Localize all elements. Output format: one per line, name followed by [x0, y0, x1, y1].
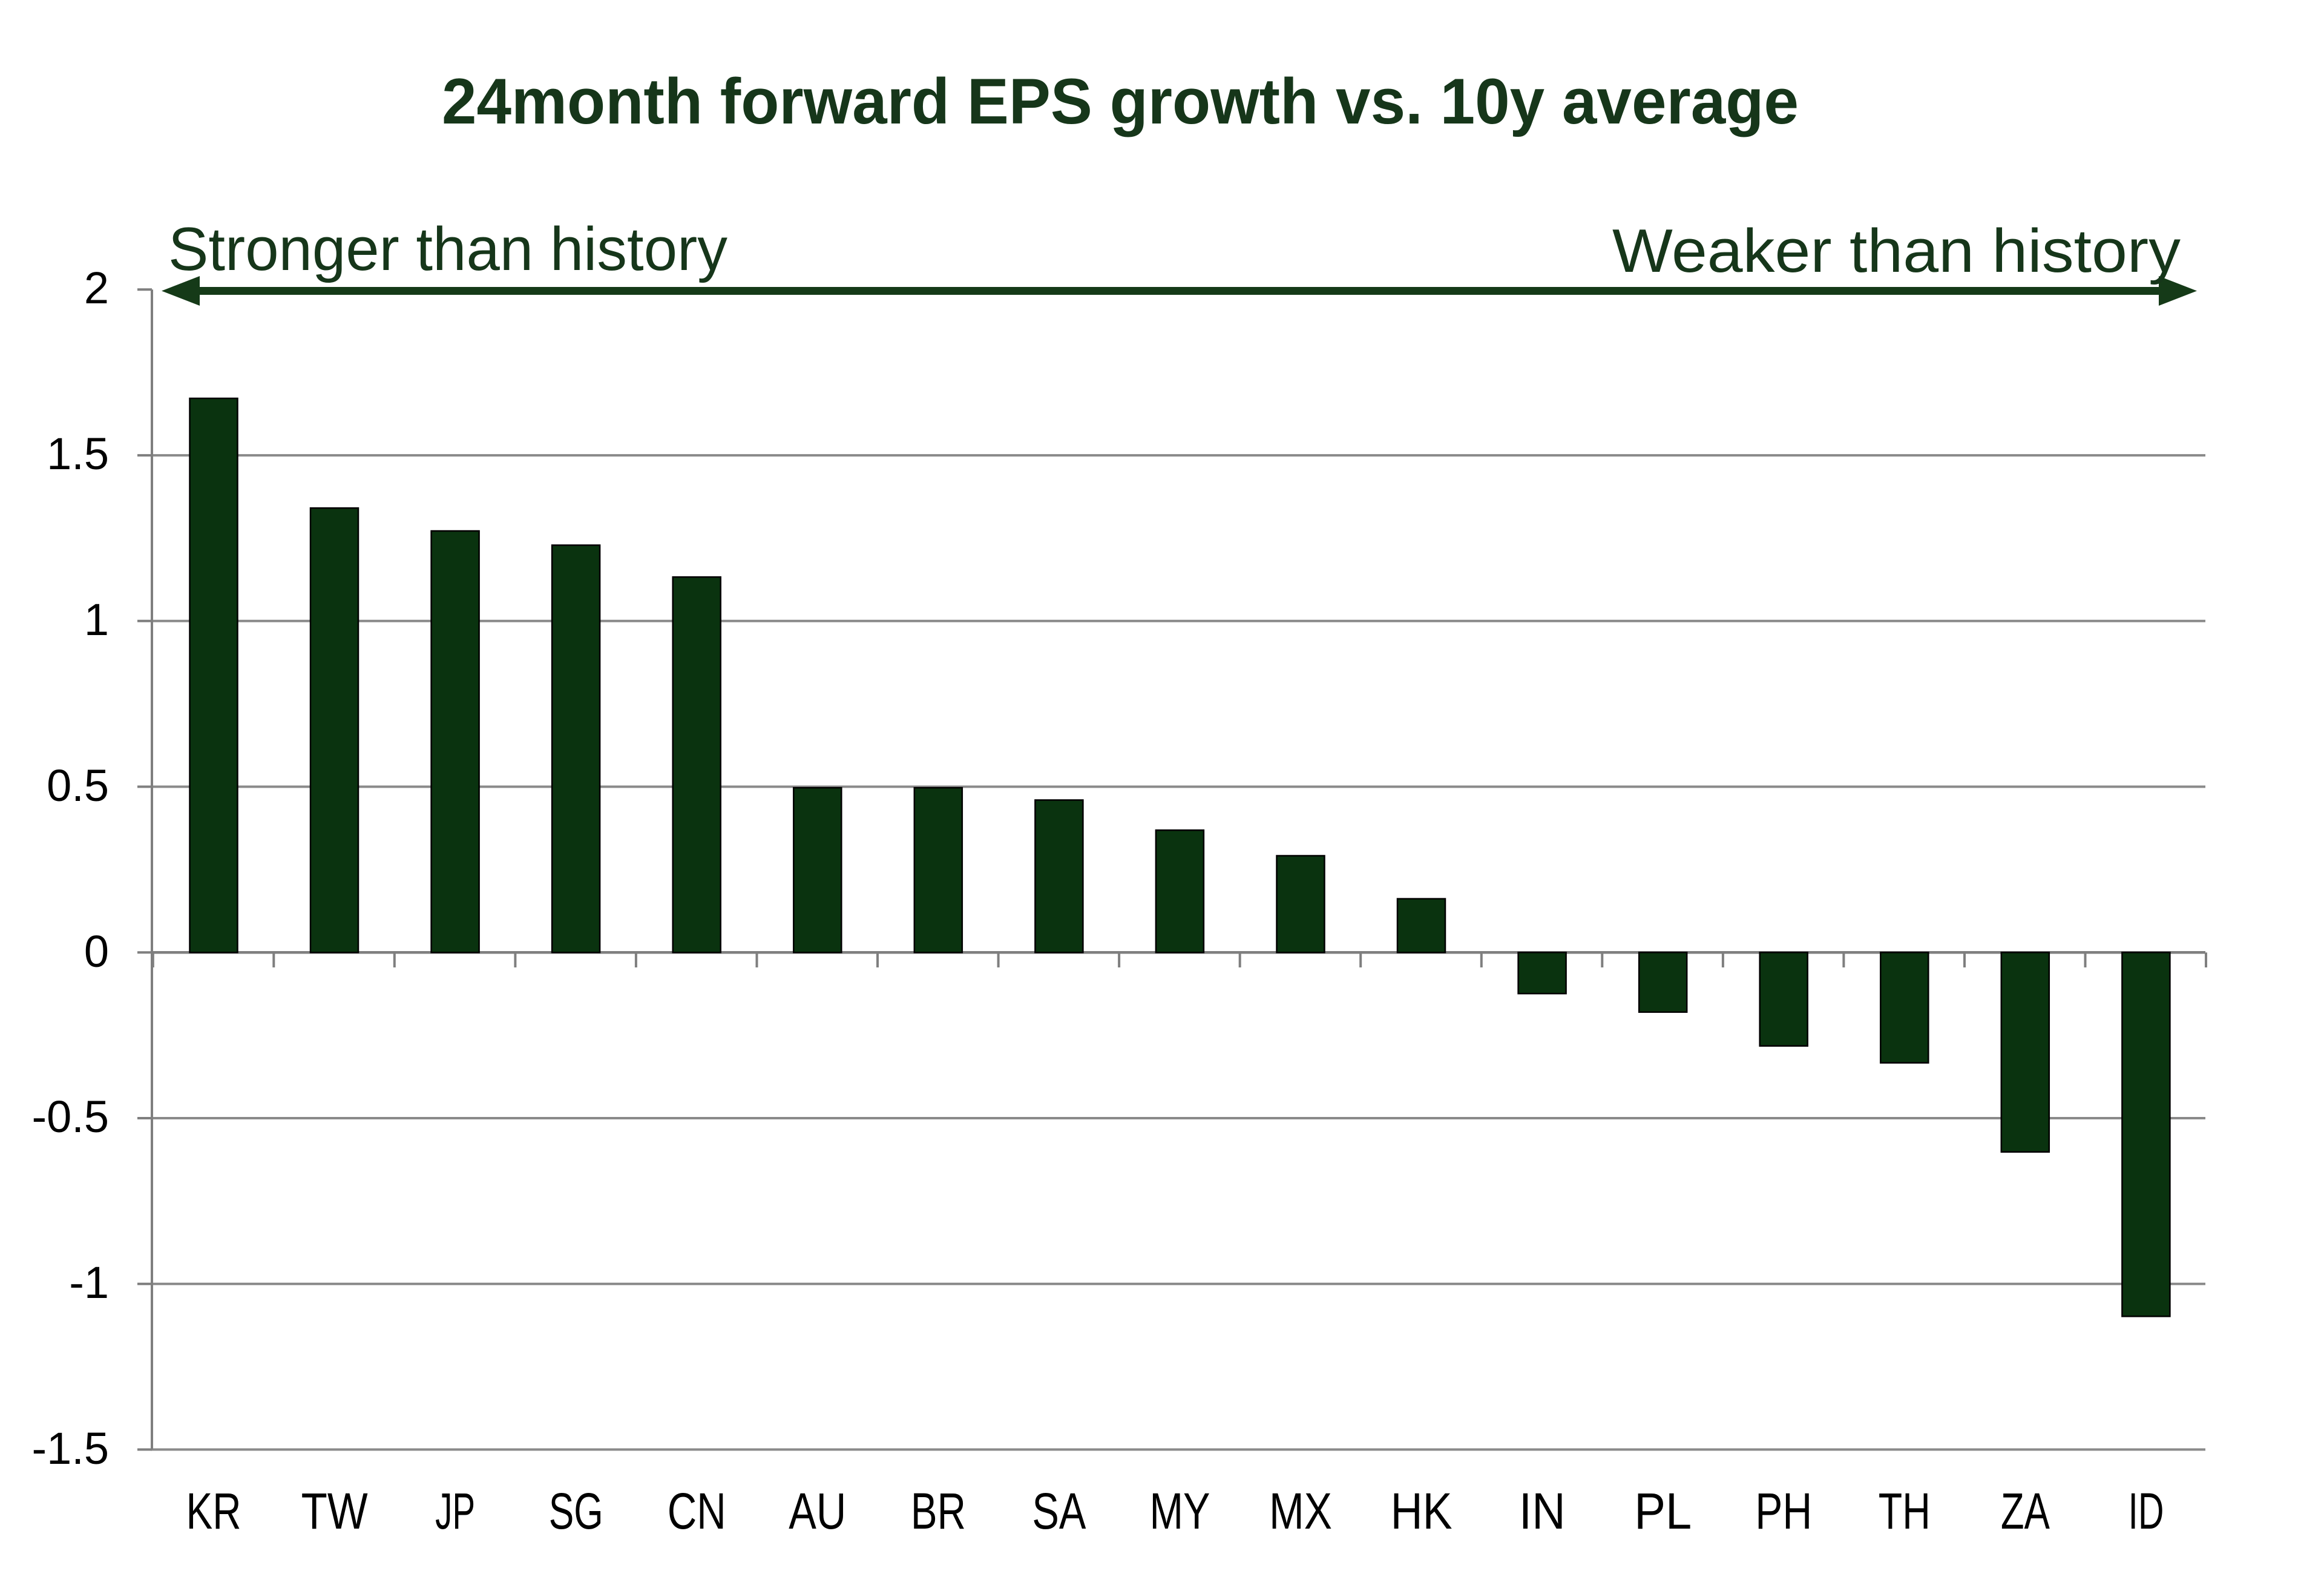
svg-text:HK: HK	[1391, 1483, 1452, 1540]
svg-text:TW: TW	[301, 1483, 368, 1540]
svg-text:MX: MX	[1269, 1483, 1332, 1540]
svg-text:0.5: 0.5	[47, 760, 109, 811]
svg-text:24month forward EPS growth vs.: 24month forward EPS growth vs. 10y avera…	[442, 65, 1799, 137]
svg-text:KR: KR	[186, 1483, 241, 1540]
svg-text:1: 1	[84, 594, 109, 645]
svg-text:-1: -1	[69, 1257, 109, 1308]
svg-text:MY: MY	[1150, 1483, 1210, 1540]
svg-text:ID: ID	[2129, 1483, 2164, 1540]
svg-text:CN: CN	[668, 1483, 726, 1540]
svg-text:SG: SG	[549, 1483, 603, 1540]
svg-text:AU: AU	[789, 1483, 846, 1540]
svg-text:Weaker than history: Weaker than history	[1612, 217, 2181, 285]
svg-text:IN: IN	[1519, 1483, 1566, 1540]
svg-text:ZA: ZA	[2001, 1483, 2050, 1540]
svg-text:TH: TH	[1879, 1483, 1931, 1540]
svg-text:2: 2	[84, 263, 109, 313]
svg-text:BR: BR	[911, 1483, 966, 1540]
svg-text:-0.5: -0.5	[31, 1092, 109, 1142]
svg-text:Stronger than history: Stronger than history	[168, 216, 727, 283]
svg-text:PL: PL	[1634, 1483, 1692, 1540]
svg-text:JP: JP	[435, 1483, 475, 1540]
svg-text:SA: SA	[1032, 1483, 1086, 1540]
svg-text:PH: PH	[1755, 1483, 1812, 1540]
svg-text:0: 0	[84, 926, 109, 977]
svg-text:-1.5: -1.5	[31, 1423, 109, 1474]
svg-text:1.5: 1.5	[47, 429, 109, 479]
